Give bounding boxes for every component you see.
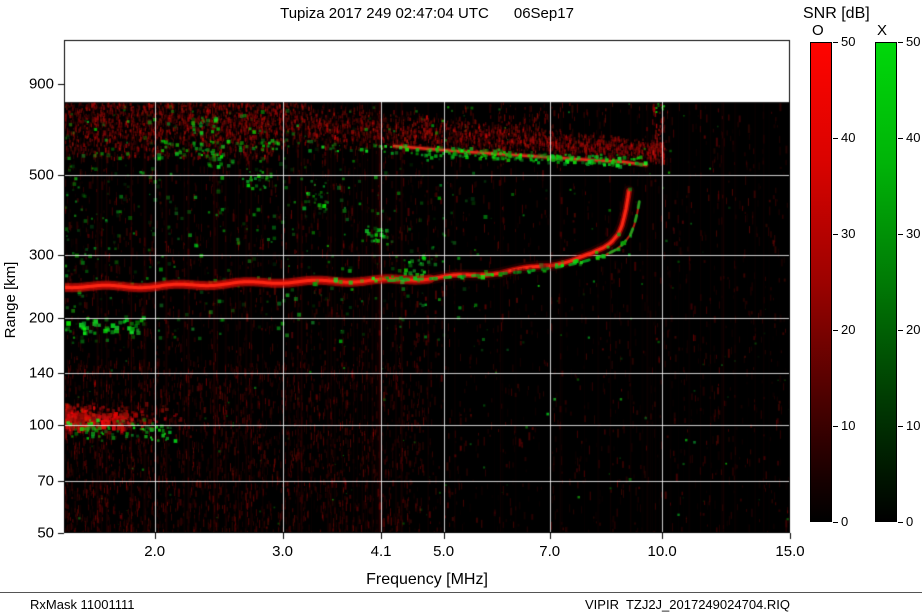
x-axis-title: Frequency [MHz] [366, 571, 488, 588]
o-mode-colorbar [810, 42, 832, 522]
colorbar-tick-mark [898, 42, 903, 43]
x-tick-label: 7.0 [539, 543, 561, 560]
colorbar-tick-mark [898, 330, 903, 331]
colorbar-tick-label: 30 [906, 226, 921, 241]
colorbar-tick-label: 50 [906, 34, 921, 49]
colorbar-tick-label: 0 [841, 514, 849, 529]
x-tick-label: 2.0 [144, 543, 166, 560]
colorbar-tick-mark [898, 138, 903, 139]
colorbar-tick-label: 0 [906, 514, 914, 529]
x-mode-label: X [877, 22, 888, 39]
x-tick-label: 3.0 [272, 543, 293, 560]
y-tick-label: 100 [28, 416, 54, 434]
o-mode-label: O [812, 22, 824, 39]
y-tick-label: 200 [28, 309, 54, 327]
colorbar-tick-mark [833, 522, 838, 523]
colorbar-tick-label: 40 [906, 130, 921, 145]
colorbar-tick-label: 50 [841, 34, 856, 49]
y-tick-label: 500 [28, 166, 54, 184]
colorbar-tick-mark [898, 522, 903, 523]
colorbar-title: SNR [dB] [803, 5, 870, 22]
y-tick-label: 140 [28, 364, 54, 382]
y-tick-label: 300 [28, 246, 54, 264]
rxmask-label: RxMask 11001111 [30, 597, 135, 612]
colorbar-tick-label: 10 [841, 418, 856, 433]
y-tick-label: 70 [37, 472, 54, 490]
colorbar-tick-label: 20 [841, 322, 856, 337]
ionogram-plot-canvas [54, 30, 800, 543]
x-tick-label: 10.0 [647, 543, 677, 560]
colorbar-tick-label: 20 [906, 322, 921, 337]
colorbar-tick-label: 10 [906, 418, 921, 433]
data-filename: VIPIR TZJ2J_2017249024704.RIQ [585, 597, 790, 612]
y-axis-title: Range [km] [2, 261, 19, 339]
y-tick-label: 50 [37, 524, 54, 542]
chart-title: Tupiza 2017 249 02:47:04 UTC 06Sep17 [280, 5, 574, 22]
x-tick-label: 4.1 [370, 543, 392, 560]
colorbar-tick-mark [898, 234, 903, 235]
colorbar-tick-mark [898, 426, 903, 427]
x-tick-label: 15.0 [775, 543, 805, 560]
colorbar-tick-mark [833, 330, 838, 331]
colorbar-tick-mark [833, 426, 838, 427]
colorbar-tick-label: 40 [841, 130, 856, 145]
y-tick-label: 900 [28, 75, 54, 93]
x-tick-label: 5.0 [433, 543, 455, 560]
colorbar-tick-mark [833, 138, 838, 139]
colorbar-tick-mark [833, 42, 838, 43]
colorbar-tick-mark [833, 234, 838, 235]
colorbar-tick-label: 30 [841, 226, 856, 241]
x-mode-colorbar [875, 42, 897, 522]
footer-divider [0, 592, 922, 593]
